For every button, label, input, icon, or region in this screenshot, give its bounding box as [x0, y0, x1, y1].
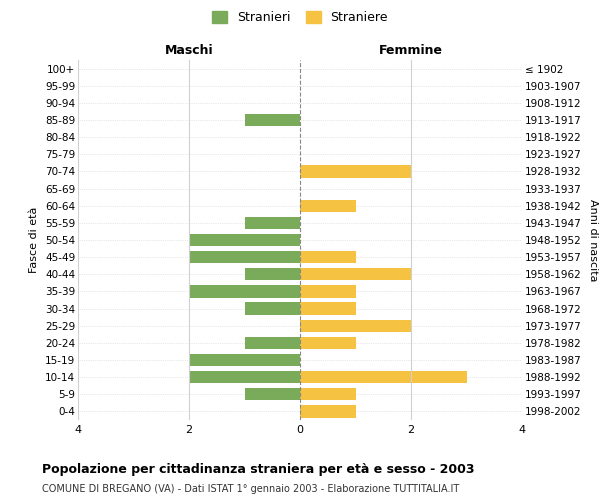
Bar [300, 166, 411, 177]
Bar [245, 268, 300, 280]
Bar [300, 388, 355, 400]
Bar [245, 114, 300, 126]
Bar [189, 371, 300, 384]
Bar [189, 234, 300, 246]
Bar [189, 251, 300, 264]
Bar [300, 302, 355, 314]
Bar [300, 286, 355, 298]
Bar [245, 336, 300, 349]
Bar [300, 320, 411, 332]
Bar [189, 286, 300, 298]
Y-axis label: Anni di nascita: Anni di nascita [589, 198, 598, 281]
Bar [300, 268, 411, 280]
Bar [300, 406, 355, 417]
Bar [189, 354, 300, 366]
Bar [245, 302, 300, 314]
Y-axis label: Fasce di età: Fasce di età [29, 207, 40, 273]
Text: COMUNE DI BREGANO (VA) - Dati ISTAT 1° gennaio 2003 - Elaborazione TUTTITALIA.IT: COMUNE DI BREGANO (VA) - Dati ISTAT 1° g… [42, 484, 459, 494]
Bar [300, 200, 355, 212]
Bar [300, 336, 355, 349]
Bar [245, 216, 300, 229]
Bar [245, 388, 300, 400]
Text: Popolazione per cittadinanza straniera per età e sesso - 2003: Popolazione per cittadinanza straniera p… [42, 462, 475, 475]
Text: Maschi: Maschi [164, 44, 214, 57]
Text: Femmine: Femmine [379, 44, 443, 57]
Legend: Stranieri, Straniere: Stranieri, Straniere [207, 6, 393, 29]
Bar [300, 251, 355, 264]
Bar [300, 371, 467, 384]
